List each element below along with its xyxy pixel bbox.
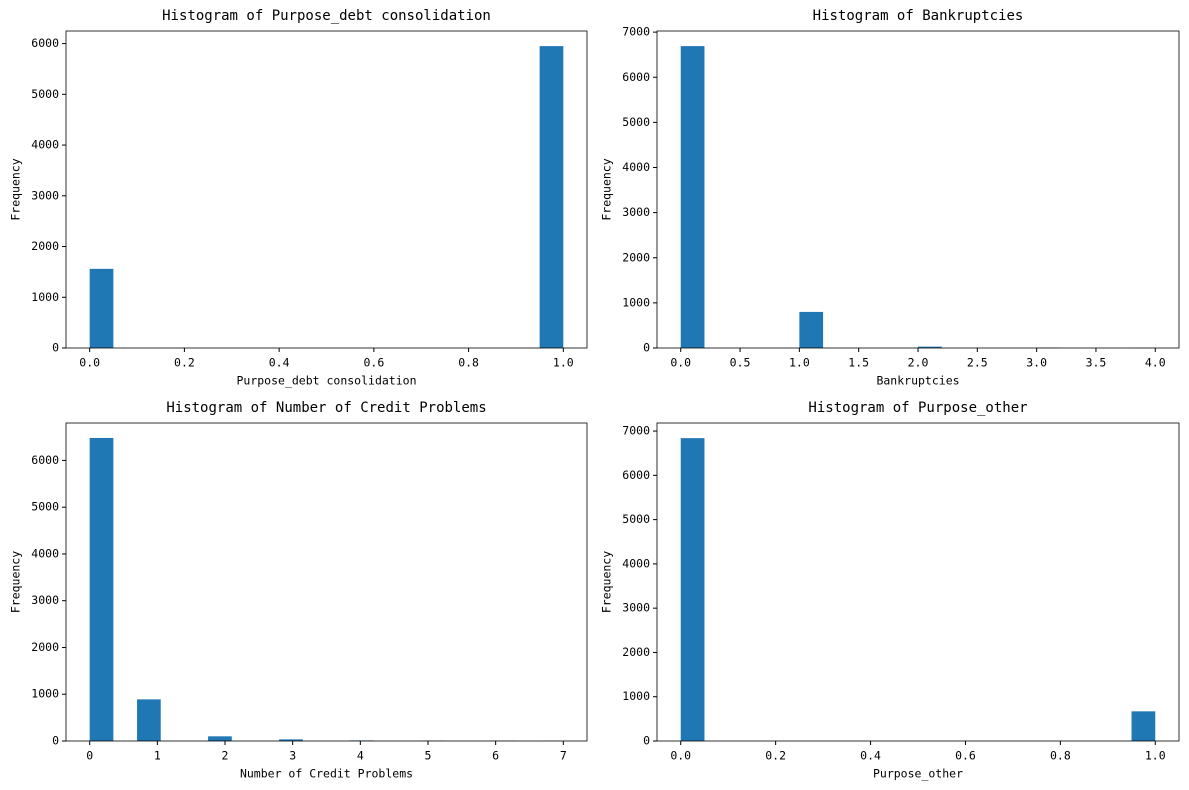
- x-tick-label: 0.0: [670, 749, 691, 763]
- y-tick-label: 3000: [31, 188, 59, 202]
- bar: [680, 46, 705, 348]
- y-tick-label: 4000: [622, 160, 650, 174]
- x-tick-label: 0.2: [765, 749, 786, 763]
- chart-title: Histogram of Bankruptcies: [813, 8, 1024, 24]
- y-tick-label: 2000: [622, 645, 650, 659]
- axes-frame: [65, 30, 588, 349]
- x-tick-label: 0.6: [363, 356, 384, 370]
- x-tick-label: 0.0: [670, 356, 691, 370]
- y-tick-label: 6000: [622, 70, 650, 84]
- y-tick-label: 0: [52, 734, 59, 748]
- y-tick-label: 0: [643, 341, 650, 355]
- bar: [137, 699, 161, 741]
- y-tick-label: 3000: [31, 593, 59, 607]
- y-tick-label: 1000: [622, 295, 650, 309]
- x-tick-label: 7: [560, 749, 567, 763]
- chart-title: Histogram of Purpose_other: [808, 400, 1027, 416]
- y-tick-label: 1000: [31, 290, 59, 304]
- x-tick-label: 1.0: [1145, 749, 1166, 763]
- bar: [89, 268, 114, 348]
- y-tick-label: 7000: [622, 424, 650, 438]
- bar: [208, 736, 232, 741]
- y-tick-label: 6000: [31, 36, 59, 50]
- x-tick-label: 0.8: [1050, 749, 1071, 763]
- x-tick-label: 2.0: [908, 356, 929, 370]
- x-axis-label: Number of Credit Problems: [240, 767, 413, 781]
- y-tick-label: 5000: [622, 512, 650, 526]
- bar: [89, 437, 114, 741]
- x-tick-label: 0: [86, 749, 93, 763]
- y-axis-label: Frequency: [600, 551, 614, 613]
- y-tick-label: 5000: [622, 115, 650, 129]
- y-tick-label: 0: [643, 734, 650, 748]
- x-tick-label: 0.8: [458, 356, 479, 370]
- y-tick-label: 2000: [31, 640, 59, 654]
- y-axis-label: Frequency: [9, 158, 23, 220]
- y-tick-label: 5000: [31, 500, 59, 514]
- y-tick-label: 4000: [622, 556, 650, 570]
- bar: [680, 438, 705, 741]
- x-tick-label: 3.5: [1086, 356, 1107, 370]
- y-tick-label: 2000: [622, 250, 650, 264]
- x-tick-label: 4: [357, 749, 364, 763]
- x-tick-label: 1.5: [848, 356, 869, 370]
- bar: [539, 46, 564, 349]
- x-tick-label: 0.2: [174, 356, 195, 370]
- bar: [799, 311, 824, 348]
- x-tick-label: 5: [425, 749, 432, 763]
- x-tick-label: 3.0: [1026, 356, 1047, 370]
- bar: [279, 739, 303, 741]
- y-tick-label: 7000: [622, 25, 650, 39]
- x-axis-label: Purpose_debt consolidation: [236, 374, 416, 388]
- y-tick-label: 4000: [31, 138, 59, 152]
- x-tick-label: 1: [154, 749, 161, 763]
- x-tick-label: 2: [222, 749, 229, 763]
- y-axis-label: Frequency: [600, 158, 614, 220]
- y-tick-label: 2000: [31, 239, 59, 253]
- x-tick-label: 3: [289, 749, 296, 763]
- x-tick-label: 0.4: [269, 356, 290, 370]
- axes-frame: [65, 422, 588, 742]
- bar: [1131, 711, 1156, 741]
- y-tick-label: 4000: [31, 546, 59, 560]
- chart-title: Histogram of Number of Credit Problems: [166, 400, 486, 416]
- y-tick-label: 1000: [31, 687, 59, 701]
- chart-title: Histogram of Purpose_debt consolidation: [162, 8, 491, 24]
- x-tick-label: 0.0: [79, 356, 100, 370]
- y-tick-label: 3000: [622, 601, 650, 615]
- y-tick-label: 6000: [622, 468, 650, 482]
- x-tick-label: 2.5: [967, 356, 988, 370]
- x-tick-label: 0.4: [860, 749, 881, 763]
- bar: [918, 346, 942, 348]
- y-tick-label: 3000: [622, 205, 650, 219]
- y-tick-label: 1000: [622, 689, 650, 703]
- y-tick-label: 5000: [31, 87, 59, 101]
- x-tick-label: 0.5: [730, 356, 751, 370]
- x-tick-label: 6: [492, 749, 499, 763]
- y-axis-label: Frequency: [9, 551, 23, 613]
- axes-frame: [656, 422, 1180, 742]
- axes-frame: [656, 30, 1180, 349]
- x-axis-label: Purpose_other: [873, 767, 963, 781]
- x-tick-label: 1.0: [789, 356, 810, 370]
- x-tick-label: 0.6: [955, 749, 976, 763]
- x-axis-label: Bankruptcies: [876, 374, 959, 388]
- y-tick-label: 0: [52, 341, 59, 355]
- y-tick-label: 6000: [31, 453, 59, 467]
- x-tick-label: 1.0: [553, 356, 574, 370]
- x-tick-label: 4.0: [1145, 356, 1166, 370]
